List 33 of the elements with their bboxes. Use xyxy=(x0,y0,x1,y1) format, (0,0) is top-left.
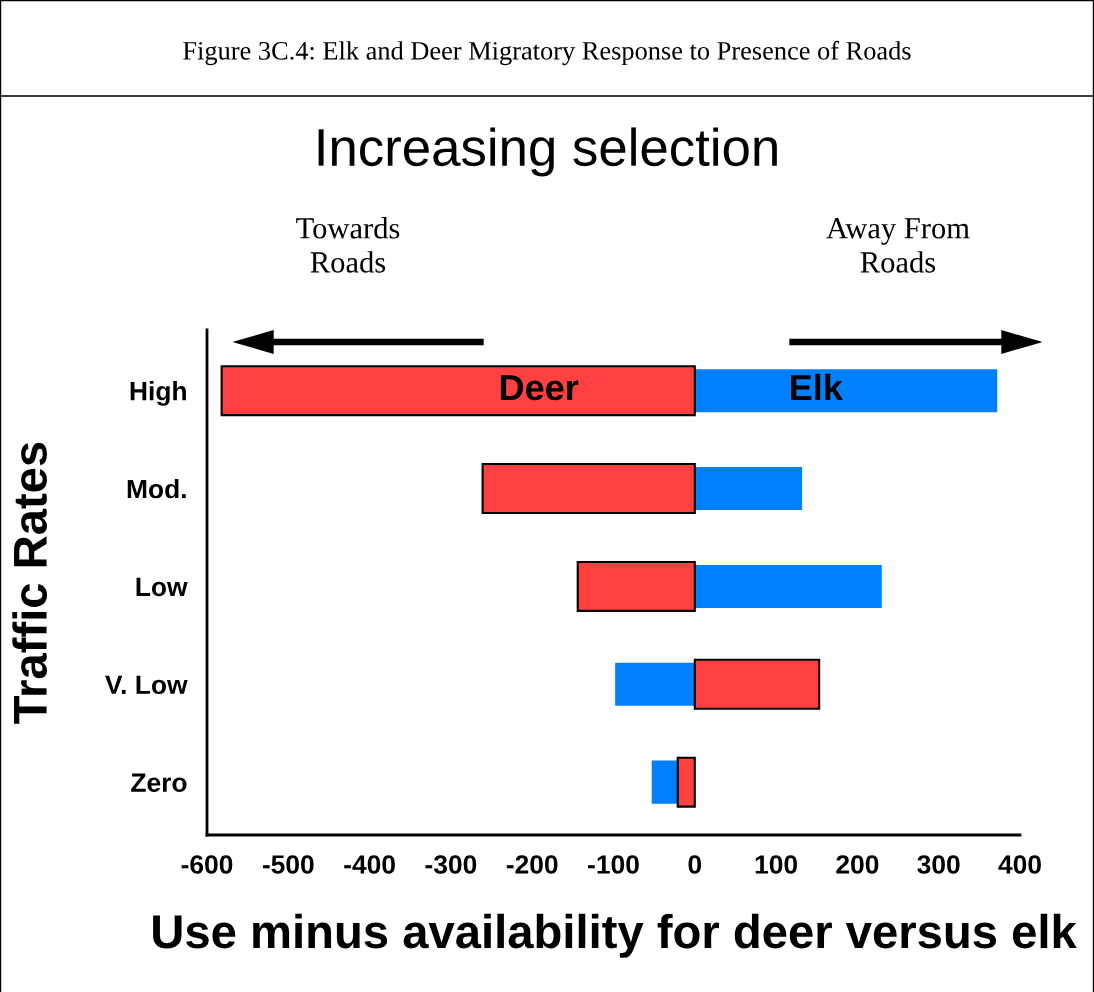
x-tick-label: 100 xyxy=(755,855,798,874)
x-tick-label: -600 xyxy=(181,855,233,874)
x-tick-label: -300 xyxy=(425,855,477,874)
x-tick-label: -100 xyxy=(588,855,639,874)
text: Towards Roads xyxy=(296,217,400,273)
x-tick-label: 0 xyxy=(688,855,702,874)
x-tick-label: -500 xyxy=(262,855,314,874)
series-label: Deer xyxy=(500,375,579,401)
bar xyxy=(481,463,696,515)
bar xyxy=(694,467,803,511)
y-tick-label: High xyxy=(130,381,186,406)
x-tick-label: -400 xyxy=(344,855,395,874)
bar xyxy=(694,369,998,413)
y-tick-label: V. Low xyxy=(105,675,188,695)
bar xyxy=(676,756,696,808)
x-tick-label: 400 xyxy=(998,855,1041,874)
bar xyxy=(576,560,696,612)
x-tick-label: 300 xyxy=(917,855,960,874)
x-axis-title: Use minus availability for deer versus elk xyxy=(153,913,1077,958)
x-tick-label: 200 xyxy=(836,855,879,874)
chart-subtitle: Increasing selection xyxy=(318,127,777,177)
x-tick-label: -200 xyxy=(506,855,558,874)
y-tick-label: Zero xyxy=(131,773,187,792)
y-tick-label: Low xyxy=(136,577,188,597)
chart-title: Figure 3C.4: Elk and Deer Migratory Response to Presence of Roads xyxy=(183,40,911,66)
bar xyxy=(220,365,696,417)
series-label: Elk xyxy=(791,373,843,401)
y-axis-title: Traffic Rates xyxy=(12,442,47,724)
bar xyxy=(694,564,882,608)
y-tick-label: Mod. xyxy=(127,478,186,499)
text: Away From Roads xyxy=(826,218,970,273)
bar xyxy=(693,658,821,710)
bar xyxy=(615,662,695,706)
